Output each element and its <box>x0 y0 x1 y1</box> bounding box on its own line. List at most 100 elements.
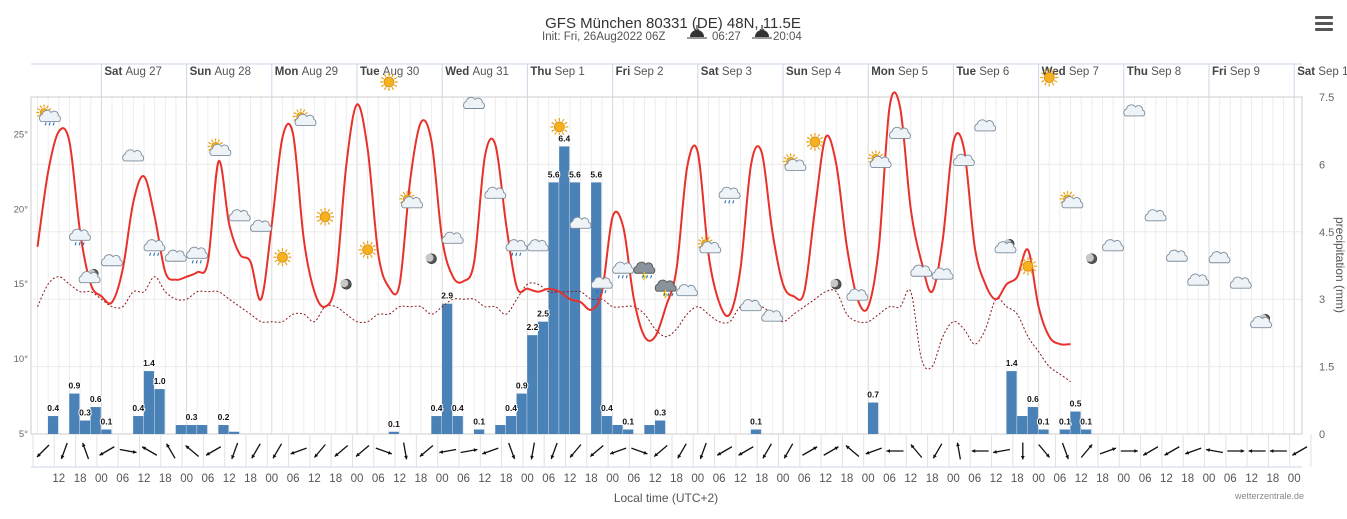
precip-bar <box>505 416 517 434</box>
wind-arrow-icon <box>419 445 434 457</box>
x-tick-label: 12 <box>734 473 747 485</box>
chart-menu-button[interactable] <box>1315 16 1333 32</box>
x-tick-label: 18 <box>1011 473 1024 485</box>
cloud-rain-icon <box>505 239 528 256</box>
x-tick-label: 12 <box>478 473 491 485</box>
precip-bar <box>1038 429 1049 434</box>
grid <box>30 63 1303 435</box>
precip-bar <box>623 429 634 434</box>
weather-icons <box>36 68 1272 329</box>
wind-arrow-icon <box>886 449 904 453</box>
sunset-icon <box>752 25 772 39</box>
precip-bar <box>750 429 762 434</box>
day-label: Tue Aug 30 <box>360 66 419 78</box>
y-tick-left: 5° <box>19 429 28 440</box>
y-tick-right: 4.5 <box>1319 227 1334 239</box>
wind-arrow-icon <box>334 445 349 457</box>
x-tick-label: 06 <box>968 473 981 485</box>
precip-bar <box>154 389 165 434</box>
x-tick-label: 00 <box>1032 473 1045 485</box>
wind-arrow-icon <box>865 447 882 455</box>
precip-label: 0.3 <box>654 408 666 418</box>
precip-bar <box>612 425 623 434</box>
sunrise-time: 06:27 <box>712 31 741 43</box>
sun-icon <box>550 117 569 136</box>
precip-bar <box>495 425 506 434</box>
cloud-icon <box>676 284 698 297</box>
x-tick-label: 06 <box>457 473 470 485</box>
wind-arrow-icon <box>36 444 50 458</box>
wind-arrow-icon <box>1099 447 1117 455</box>
cloud-icon <box>1229 276 1252 289</box>
wind-arrow-icon <box>738 446 754 456</box>
storm-icon <box>633 261 656 281</box>
precip-label: 0.9 <box>516 381 528 391</box>
day-label: Wed Aug 31 <box>445 66 509 78</box>
wind-arrow-icon <box>971 449 989 453</box>
cloud-icon <box>122 149 145 162</box>
moon-icon <box>425 253 437 265</box>
x-axis-title: Local time (UTC+2) <box>614 491 718 505</box>
wind-arrow-icon <box>1248 449 1266 453</box>
precip-label: 0.1 <box>1080 417 1092 427</box>
precip-label: 0.6 <box>90 394 102 404</box>
hamburger-icon <box>1315 16 1333 19</box>
cloud-icon <box>974 119 997 132</box>
x-tick-label: 18 <box>415 473 428 485</box>
cloud-icon <box>164 249 187 262</box>
y-tick-left: 20° <box>14 204 29 215</box>
x-tick-label: 00 <box>606 473 619 485</box>
day-label: Sun Aug 28 <box>190 66 251 78</box>
wind-arrow-icon <box>251 443 261 459</box>
x-tick-label: 18 <box>1096 473 1109 485</box>
moon-cloud-icon <box>994 238 1017 254</box>
x-tick-label: 12 <box>649 473 662 485</box>
precip-label: 0.4 <box>601 403 613 413</box>
cloud-icon <box>228 209 251 222</box>
precip-label: 0.5 <box>1070 399 1082 409</box>
cloud-icon <box>739 299 762 312</box>
day-label: Thu Sep 8 <box>1127 66 1181 78</box>
x-tick-label: 00 <box>1288 473 1301 485</box>
x-tick-label: 00 <box>1117 473 1130 485</box>
wind-arrow-icon <box>783 443 794 459</box>
moon-icon <box>1085 253 1098 265</box>
precip-label: 1.4 <box>143 358 155 368</box>
wind-arrow-icon <box>185 445 200 457</box>
cloud-icon <box>1123 104 1146 117</box>
cloud-rain-icon <box>186 246 208 264</box>
wind-arrow-icon <box>482 447 499 455</box>
cloud-rain-icon <box>612 261 634 279</box>
wind-arrow-icon <box>355 445 370 457</box>
wind-arrow-icon <box>231 442 239 460</box>
x-tick-label: 18 <box>585 473 598 485</box>
wind-arrow-icon <box>993 448 1010 454</box>
day-axis: Sat Aug 27 Sun Aug 28 Mon Aug 29 Tue Aug 30… <box>100 64 1347 97</box>
sun-cloud-icon <box>867 150 892 168</box>
precip-label: 0.4 <box>431 403 443 413</box>
sun-icon <box>379 73 398 92</box>
wind-arrow-icon <box>439 448 457 454</box>
precip-label: 5.6 <box>548 169 560 179</box>
precip-label: 2.2 <box>526 322 538 332</box>
day-label: Sat Aug 27 <box>104 66 162 78</box>
wind-arrow-icon <box>1206 448 1223 454</box>
wind-arrow-icon <box>550 442 558 460</box>
y-tick-left: 15° <box>14 279 29 290</box>
precip-bar <box>655 420 666 434</box>
precip-label: 0.1 <box>622 417 634 427</box>
wind-arrow-icon <box>631 447 648 455</box>
wind-arrow-icon <box>1184 447 1202 455</box>
precip-label: 6.4 <box>558 133 570 143</box>
temperature-series <box>36 91 1071 346</box>
x-tick-label: 06 <box>287 473 300 485</box>
x-tick-label: 18 <box>1181 473 1194 485</box>
wind-arrow-icon <box>290 447 307 455</box>
dew-point-line <box>37 276 1071 382</box>
wind-arrow-icon <box>165 443 176 459</box>
x-tick-label: 00 <box>521 473 534 485</box>
y-tick-right: 0 <box>1319 429 1325 441</box>
sunrise-icon <box>687 25 707 39</box>
precip-bar <box>442 303 453 434</box>
sun-cloud-icon <box>782 153 807 171</box>
